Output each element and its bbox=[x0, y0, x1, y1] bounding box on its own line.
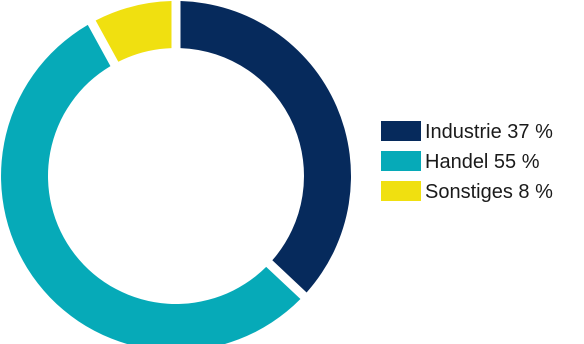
legend-swatch-sonstiges bbox=[381, 181, 421, 201]
slice-handel bbox=[1, 24, 301, 344]
donut-slices bbox=[1, 1, 352, 344]
legend-swatch-handel bbox=[381, 151, 421, 171]
legend-item-sonstiges: Sonstiges 8 % bbox=[381, 181, 553, 203]
slice-sonstiges bbox=[95, 1, 172, 62]
legend: Industrie 37 % Handel 55 % Sonstiges 8 % bbox=[381, 121, 553, 203]
legend-swatch-industrie bbox=[381, 121, 421, 141]
legend-label-handel: Handel 55 % bbox=[425, 151, 540, 173]
legend-label-sonstiges: Sonstiges 8 % bbox=[425, 181, 553, 203]
legend-item-handel: Handel 55 % bbox=[381, 151, 540, 173]
slice-industrie bbox=[180, 1, 352, 293]
legend-label-industrie: Industrie 37 % bbox=[425, 121, 553, 143]
legend-item-industrie: Industrie 37 % bbox=[381, 121, 553, 143]
